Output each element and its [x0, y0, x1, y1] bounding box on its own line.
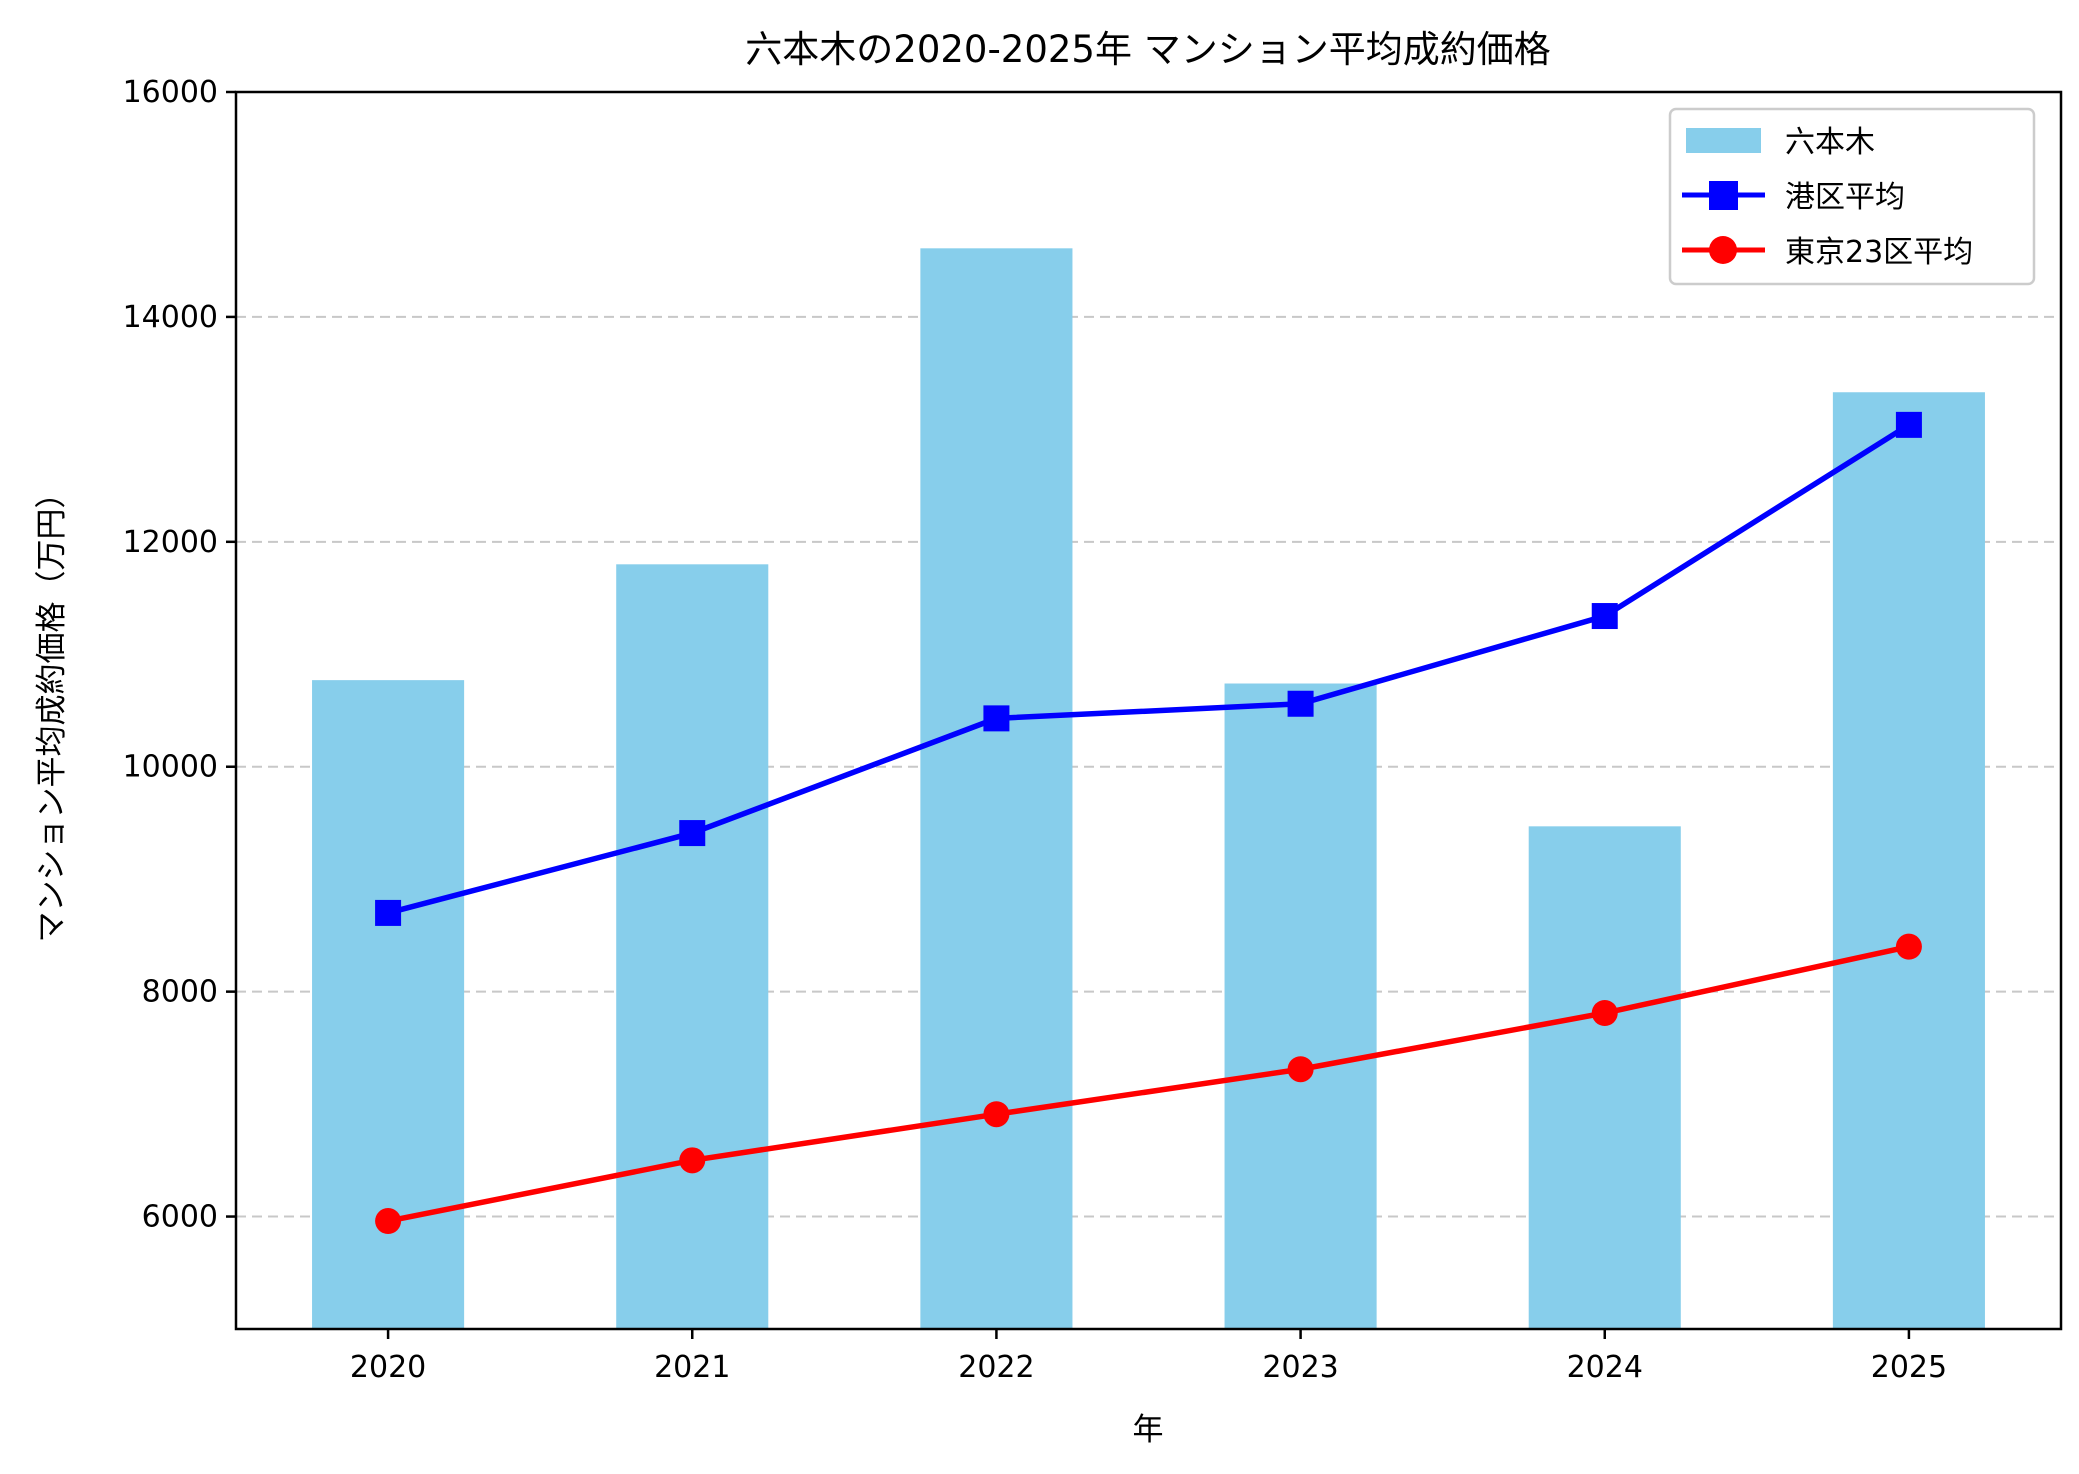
square-marker [375, 899, 402, 926]
x-tick-label: 2020 [350, 1350, 426, 1385]
chart-title: 六本木の2020-2025年 マンション平均成約価格 [745, 28, 1550, 71]
circle-marker [1287, 1056, 1314, 1083]
x-tick-label: 2022 [958, 1350, 1034, 1385]
grid-lines [236, 315, 2061, 1218]
x-axis-label: 年 [1133, 1412, 1164, 1448]
bars [312, 248, 1985, 1330]
x-tick-label: 2023 [1262, 1350, 1338, 1385]
x-tick-label: 2021 [654, 1350, 730, 1385]
y-axis: 6000 8000 10000 12000 14000 16000 [123, 75, 236, 1235]
circle-marker [983, 1101, 1010, 1128]
series-line-東京23区平均 [387, 943, 1910, 1224]
square-marker [1591, 603, 1618, 630]
y-tick-label: 16000 [123, 75, 218, 110]
bar-2021 [616, 564, 769, 1329]
legend-label-minato: 港区平均 [1785, 180, 1905, 215]
legend-swatch-bar [1686, 128, 1761, 153]
circle-marker [1591, 1000, 1618, 1027]
plot-frame [234, 90, 2063, 1331]
legend: 六本木 港区平均 東京23区平均 [1668, 107, 2036, 286]
bar-2022 [920, 248, 1073, 1330]
square-marker [1895, 411, 1922, 438]
x-axis: 2020 2021 2022 2023 2024 2025 [350, 1329, 1947, 1385]
legend-marker-square [1709, 181, 1738, 210]
bar-2024 [1528, 826, 1681, 1329]
legend-label-tokyo23: 東京23区平均 [1785, 235, 1973, 270]
bar-2023 [1224, 683, 1377, 1329]
square-marker [1287, 690, 1314, 717]
y-tick-label: 14000 [123, 300, 218, 335]
x-tick-label: 2024 [1567, 1350, 1643, 1385]
square-marker [679, 820, 706, 847]
y-tick-label: 8000 [142, 975, 218, 1010]
lines [375, 411, 1922, 1235]
circle-marker [679, 1147, 706, 1174]
y-tick-label: 6000 [142, 1200, 218, 1235]
legend-label-roppongi: 六本木 [1785, 125, 1875, 160]
square-marker [983, 705, 1010, 732]
series-line-港区平均 [387, 422, 1911, 916]
bar-2025 [1832, 392, 1985, 1329]
y-tick-label: 12000 [123, 525, 218, 560]
circle-marker [375, 1208, 402, 1235]
x-tick-label: 2025 [1871, 1350, 1947, 1385]
circle-marker [1895, 933, 1922, 960]
y-tick-label: 10000 [123, 750, 218, 785]
legend-marker-circle [1709, 236, 1737, 264]
y-axis-label: マンション平均成約価格（万円） [34, 478, 70, 943]
